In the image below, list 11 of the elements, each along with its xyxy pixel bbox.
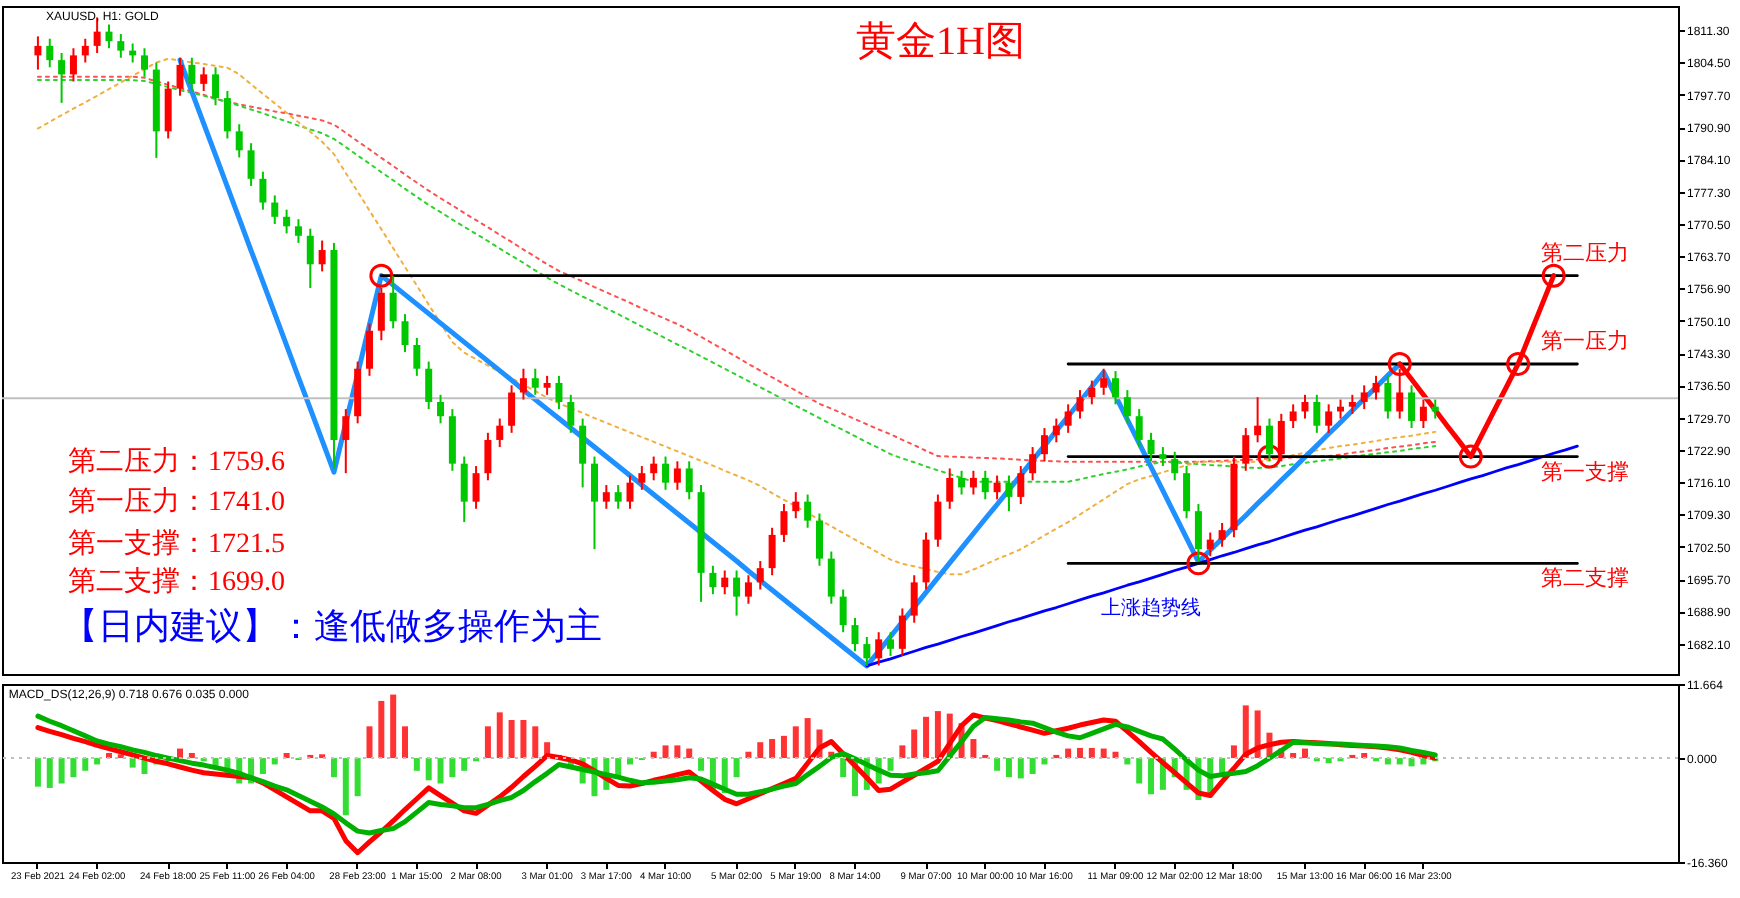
legend-label: 第二支撑 (1541, 565, 1630, 592)
annotation: 第一压力：1741.0 (68, 486, 285, 518)
legend-label: 第一压力 (1541, 327, 1630, 354)
annotation: 第二压力：1759.6 (68, 446, 285, 478)
annotation: 【日内建议】：逢低做多操作为主 (62, 606, 602, 646)
series-label: 上涨趋势线 (1101, 596, 1202, 621)
chart-title: 黄金1H图 (856, 20, 1026, 64)
legend-label: 第一支撑 (1541, 458, 1630, 485)
annotation: 第二支撑：1699.0 (68, 566, 285, 598)
legend-label: 第二压力 (1541, 239, 1630, 266)
annotation: 第一支撑：1721.5 (68, 528, 285, 560)
